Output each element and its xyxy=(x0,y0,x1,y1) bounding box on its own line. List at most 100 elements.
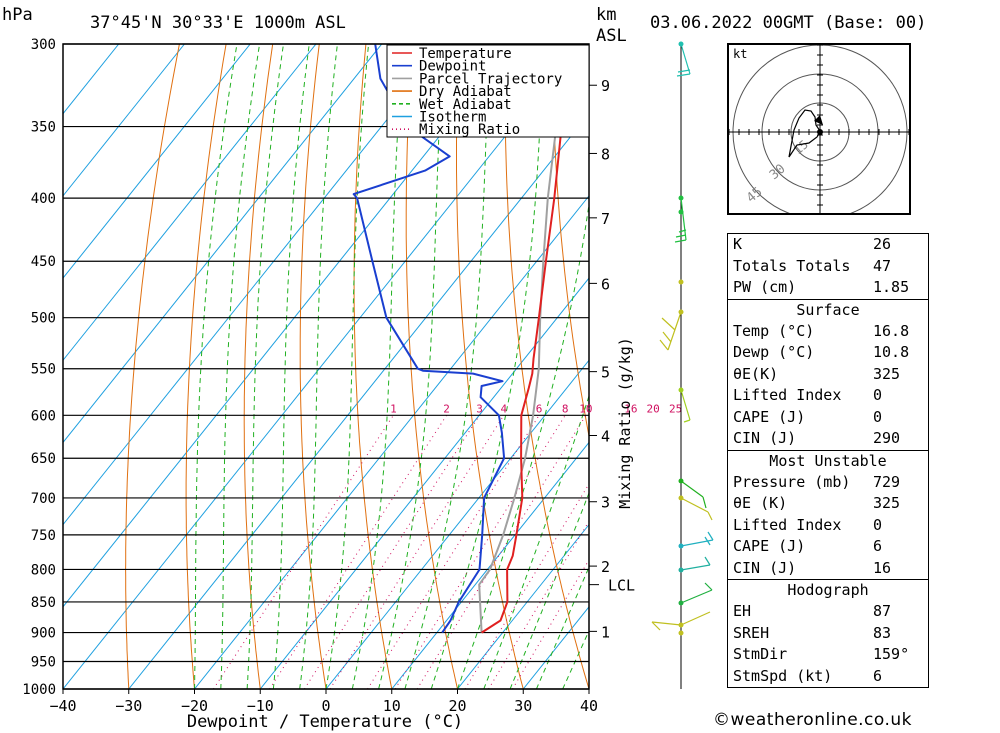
wind-barb xyxy=(651,621,682,626)
isotherm-line xyxy=(63,44,317,362)
temp-tick-label: 30 xyxy=(514,697,532,715)
surface-index-value: 325 xyxy=(873,364,901,383)
hodograph: kt 15 30 45 xyxy=(727,43,911,220)
mixing-ratio-line xyxy=(329,415,505,689)
general-index-row: Totals Totals 47 xyxy=(728,256,928,278)
km-tick-label: 3 xyxy=(601,494,610,512)
pressure-tick-label: 900 xyxy=(31,626,56,642)
wind-barb xyxy=(680,197,687,241)
surface-index-key: θE(K) xyxy=(733,364,779,383)
isotherm-line xyxy=(63,44,580,689)
dry-adiabat xyxy=(243,44,274,689)
surface-index-row: θE(K) 325 xyxy=(728,364,928,386)
general-index-value: 47 xyxy=(873,256,892,275)
wind-barb xyxy=(659,339,669,351)
legend-item: Dewpoint xyxy=(419,59,486,75)
wet-adiabat xyxy=(299,44,338,689)
surface-index-key: Temp (°C) xyxy=(733,321,815,340)
most-unstable-index-row: Lifted Index 0 xyxy=(728,515,928,537)
mixing-ratio-axis-label: Mixing Ratio (g/kg) xyxy=(616,337,634,509)
isotherm-line xyxy=(259,277,589,689)
hodograph-ring-label-15: 15 xyxy=(791,137,811,157)
mixing-ratio-line xyxy=(303,415,480,689)
surface-index-row: Lifted Index 0 xyxy=(728,385,928,407)
isotherm-line xyxy=(63,44,448,526)
hodograph-index-row: SREH 83 xyxy=(728,623,928,645)
surface-index-row: CIN (J) 290 xyxy=(728,428,928,450)
isotherm-line xyxy=(194,195,589,689)
most-unstable-index-value: 0 xyxy=(873,515,883,534)
legend-item: Temperature xyxy=(419,46,512,62)
isotherm-line xyxy=(128,112,589,689)
temp-tick-label: −30 xyxy=(115,697,142,715)
most-unstable-index-value: 16 xyxy=(873,558,892,577)
credit-link[interactable]: ©weatheronline.co.uk xyxy=(713,710,913,730)
most-unstable-index-value: 729 xyxy=(873,472,901,491)
temp-tick-label: −40 xyxy=(49,697,76,715)
hodograph-plot: kt 15 30 45 xyxy=(728,44,910,220)
hodograph-index-row: EH 87 xyxy=(728,601,928,623)
x-axis-label: Dewpoint / Temperature (°C) xyxy=(187,712,463,732)
hodograph-index-row: StmSpd (kt) 6 xyxy=(728,666,928,688)
temp-tick-label: −20 xyxy=(181,697,208,715)
pressure-tick-label: 750 xyxy=(31,528,56,544)
hodograph-index-value: 159° xyxy=(873,645,910,663)
general-index-key: PW (cm) xyxy=(733,278,797,296)
most-unstable-index-key: CIN (J) xyxy=(733,558,797,577)
mixing-ratio-line xyxy=(512,558,589,689)
most-unstable-title: Most Unstable xyxy=(769,451,887,470)
lcl-label: LCL xyxy=(608,577,635,595)
wind-barb xyxy=(680,564,711,571)
hodograph-index-value: 83 xyxy=(873,623,892,642)
surface-index-row: CAPE (J) 0 xyxy=(728,407,928,429)
wet-adiabat xyxy=(220,44,261,689)
km-tick-label: 9 xyxy=(601,77,610,95)
km-tick-label: 8 xyxy=(601,145,610,163)
isotherm-line xyxy=(325,359,589,689)
general-index-row: K 26 xyxy=(728,234,928,256)
pressure-tick-label: 850 xyxy=(31,595,56,611)
wind-barb xyxy=(662,331,672,343)
general-indices: K 26 Totals Totals 47 PW (cm) 1.85 xyxy=(728,234,928,299)
dry-adiabat xyxy=(405,44,458,689)
isotherm-line xyxy=(391,441,589,689)
mixing-ratio-label: 25 xyxy=(669,402,682,415)
indices-table: K 26 Totals Totals 47 PW (cm) 1.85 Surface Te… xyxy=(727,233,929,688)
km-tick-label: 4 xyxy=(601,427,610,445)
wet-adiabat xyxy=(404,44,491,689)
pressure-tick-label: 350 xyxy=(31,120,56,136)
wind-level-dot xyxy=(678,279,684,285)
pressure-tick-label: 800 xyxy=(31,562,56,578)
most-unstable-index-row: CAPE (J) 6 xyxy=(728,536,928,558)
most-unstable-index-key: Pressure (mb) xyxy=(733,472,851,491)
surface-index-value: 0 xyxy=(873,386,883,404)
most-unstable-index-row: Pressure (mb) 729 xyxy=(728,472,928,494)
mixing-ratio-label: 1 xyxy=(390,402,397,415)
legend-item: Mixing Ratio xyxy=(419,122,520,138)
surface-index-value: 290 xyxy=(873,429,901,447)
mixing-ratio-label: 3 xyxy=(476,402,483,415)
mixing-ratio-label: 4 xyxy=(500,402,507,415)
general-index-key: K xyxy=(733,235,743,253)
wind-barb xyxy=(702,496,707,509)
wind-barb xyxy=(676,73,691,77)
wind-level-dot xyxy=(678,630,684,636)
legend-item: Dry Adiabat xyxy=(419,84,512,100)
surface-index-row: Dewp (°C) 10.8 xyxy=(728,342,928,364)
hodograph-index-row: StmDir 159° xyxy=(728,644,928,666)
legend-box xyxy=(386,44,590,138)
wind-barb xyxy=(678,229,687,233)
wind-barb xyxy=(704,582,713,591)
mixing-ratio-label: 8 xyxy=(562,402,569,415)
wet-adiabat xyxy=(272,44,310,689)
hodograph-trace xyxy=(788,109,821,158)
mixing-ratio-line xyxy=(416,415,587,689)
hodograph-index-value: 6 xyxy=(873,666,883,685)
wet-adiabat xyxy=(535,565,589,689)
wind-barb xyxy=(680,497,709,513)
asl-unit-label: ASL xyxy=(596,26,627,46)
pressure-tick-label: 650 xyxy=(31,451,56,467)
temp-tick-label: 10 xyxy=(383,697,401,715)
pressure-tick-label: 600 xyxy=(31,408,56,424)
most-unstable-indices: Most Unstable Pressure (mb) 729 θE (K) 325 L… xyxy=(728,449,928,580)
